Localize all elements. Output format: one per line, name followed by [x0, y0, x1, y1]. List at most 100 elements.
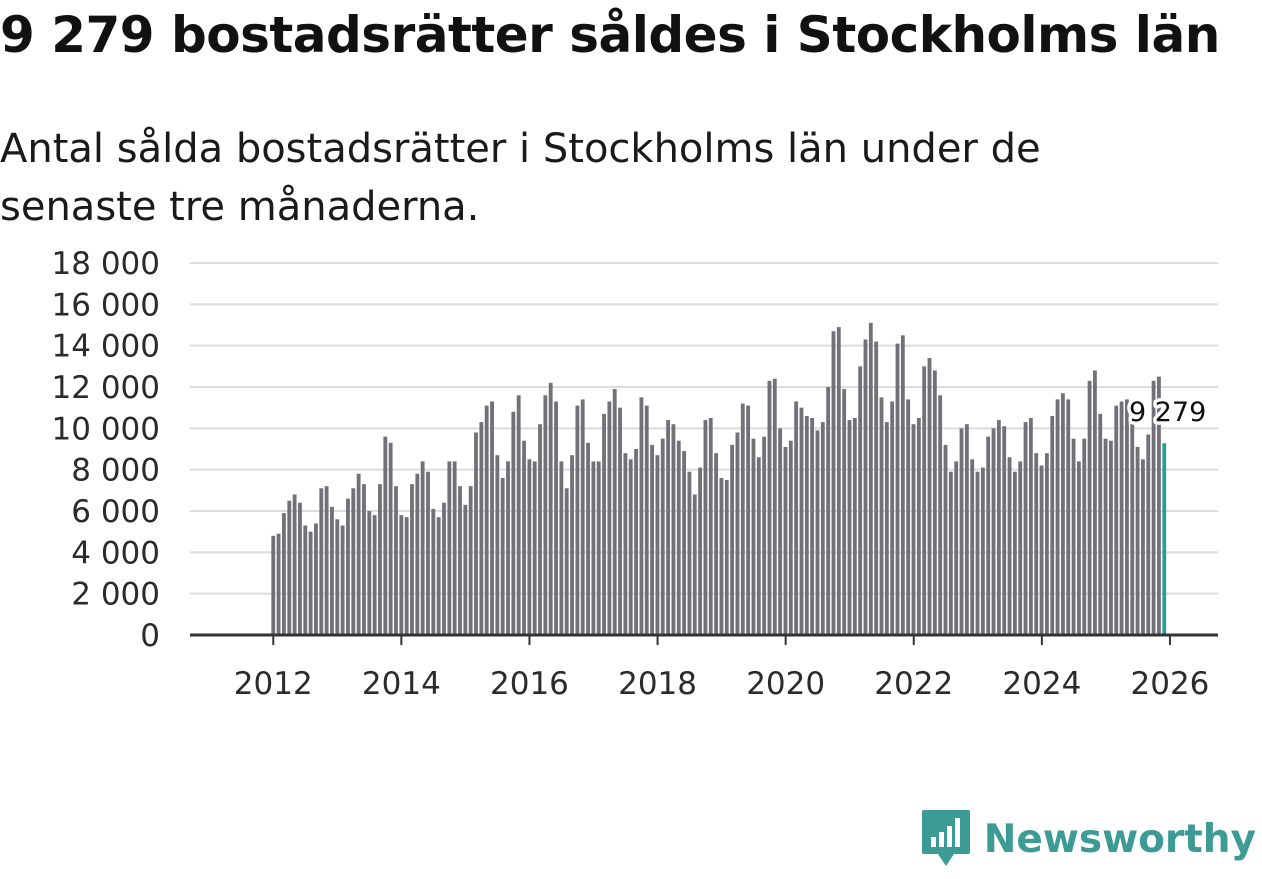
bar: [1092, 370, 1097, 635]
bar: [1012, 471, 1017, 635]
x-tick-label: 2024: [1002, 666, 1081, 702]
bar: [858, 366, 863, 635]
bar: [916, 418, 921, 635]
bar: [346, 498, 350, 635]
bar: [746, 405, 751, 635]
x-tick-label: 2022: [874, 666, 953, 702]
bar: [404, 517, 409, 635]
bar: [1039, 465, 1044, 635]
bar: [996, 420, 1001, 635]
bar: [602, 413, 606, 635]
bar: [612, 389, 617, 635]
bar: [287, 500, 292, 635]
bar: [682, 451, 687, 635]
bar: [1076, 461, 1081, 635]
bar: [692, 494, 697, 635]
bar: [1125, 399, 1129, 635]
bar: [490, 401, 494, 635]
bar: [474, 432, 478, 635]
bar: [730, 444, 735, 635]
bar: [938, 395, 943, 635]
bar: [906, 399, 911, 635]
bar: [714, 453, 719, 635]
bar: [884, 422, 889, 635]
bar: [964, 424, 969, 635]
bar: [863, 339, 868, 635]
bar: [628, 459, 633, 635]
bar: [634, 449, 638, 635]
bar: [879, 397, 884, 635]
bar: [687, 471, 692, 635]
bar: [932, 370, 937, 635]
bar: [447, 461, 452, 635]
bar: [292, 494, 297, 635]
bar: [282, 513, 286, 635]
bar: [623, 453, 628, 635]
y-tick-label: 16 000: [52, 287, 160, 323]
bar: [458, 486, 462, 635]
x-tick-label: 2018: [618, 666, 697, 702]
bar: [826, 387, 831, 635]
bar: [815, 430, 820, 635]
bar: [772, 378, 777, 635]
bar: [511, 411, 516, 635]
bar: [1044, 453, 1049, 635]
bar: [762, 436, 767, 635]
bar: [532, 461, 537, 635]
bar: [548, 382, 553, 635]
bar: [874, 341, 879, 635]
bar: [420, 461, 425, 635]
bar: [575, 405, 580, 635]
bar: [500, 477, 505, 635]
x-tick-label: 2014: [362, 666, 441, 702]
bars: [271, 322, 1167, 635]
bar: [895, 343, 900, 635]
bar: [810, 418, 815, 635]
bar: [719, 477, 724, 635]
bar: [975, 471, 980, 635]
x-tick-label: 2016: [490, 666, 569, 702]
bar: [666, 420, 670, 635]
bar: [847, 420, 852, 635]
y-tick-label: 4 000: [71, 535, 160, 571]
bar: [676, 440, 681, 635]
bar-latest: [1162, 443, 1167, 635]
bar: [954, 461, 959, 635]
bar: [868, 322, 873, 635]
y-tick-label: 10 000: [52, 411, 160, 447]
bar: [479, 422, 484, 635]
bar: [543, 395, 548, 635]
bar: [314, 523, 318, 635]
bar: [1151, 380, 1156, 635]
bar: [367, 511, 372, 635]
bar: [436, 517, 441, 635]
bar: [362, 484, 366, 635]
bar: [922, 366, 927, 635]
bar: [1002, 426, 1007, 635]
latest-value-label: 9 279: [1129, 397, 1206, 428]
bar: [890, 401, 895, 635]
bar: [1119, 401, 1124, 635]
bar: [410, 484, 414, 635]
y-tick-label: 12 000: [52, 370, 160, 406]
bar: [948, 471, 953, 635]
bar: [271, 535, 276, 635]
newsworthy-logo-icon: [921, 810, 970, 866]
bar: [559, 461, 564, 635]
bar: [607, 401, 612, 635]
newsworthy-brand: Newsworthy: [920, 807, 1256, 871]
bar: [735, 432, 740, 635]
y-tick-label: 6 000: [71, 494, 160, 530]
bar: [394, 486, 398, 635]
bar: [340, 525, 345, 635]
bar: [986, 436, 991, 635]
bar: [303, 525, 308, 635]
bar: [1007, 457, 1012, 635]
bar: [378, 484, 382, 635]
bar: [415, 473, 420, 635]
bar: [298, 502, 302, 635]
bar: [1135, 446, 1140, 635]
bar: [639, 397, 644, 635]
bar: [708, 418, 713, 635]
